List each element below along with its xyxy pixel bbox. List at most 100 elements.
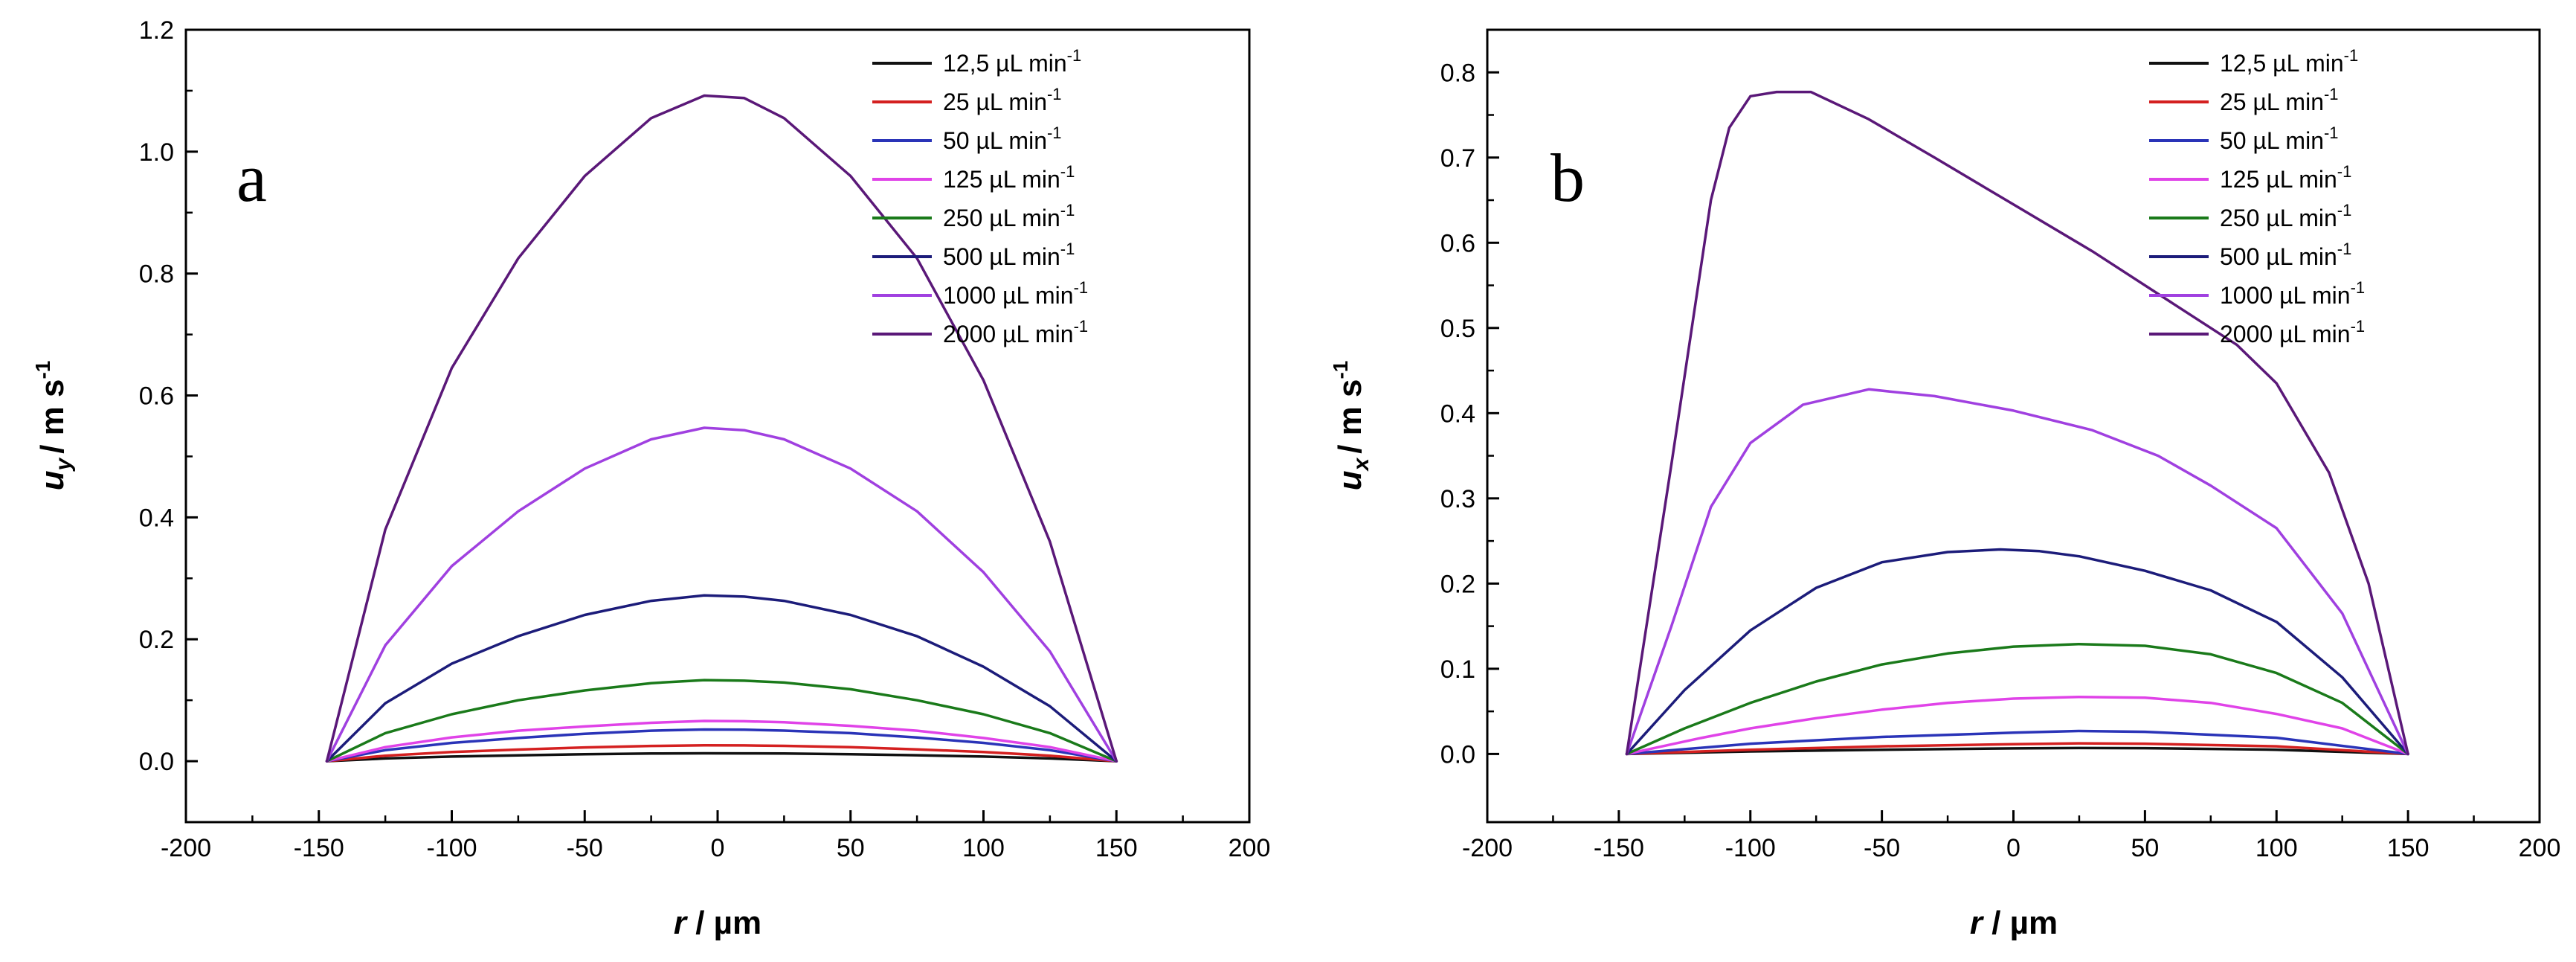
x-tick-label: 150 xyxy=(2387,834,2430,862)
series-line xyxy=(1625,742,2409,756)
x-tick-label: -150 xyxy=(1594,834,1644,862)
series-line xyxy=(325,728,1118,763)
y-tick-label: 0.2 xyxy=(139,626,174,654)
x-tick-label: 50 xyxy=(837,834,865,862)
legend-label: 125 µL min-1 xyxy=(2220,162,2351,193)
panel-a-plot-frame xyxy=(184,28,1251,824)
legend-label: 2000 µL min-1 xyxy=(943,317,1088,347)
legend-label: 500 µL min-1 xyxy=(943,240,1075,270)
x-tick-label: 200 xyxy=(2519,834,2561,862)
y-tick-label: 0.6 xyxy=(139,382,174,411)
legend-unit-sup: -1 xyxy=(1047,85,1062,103)
x-tick-label: 0 xyxy=(711,834,725,862)
panel-a-series xyxy=(325,94,1118,763)
series-line xyxy=(1625,642,2409,756)
series-line xyxy=(325,94,1118,763)
y-tick-label: 0.7 xyxy=(1440,144,1475,173)
x-tick-label: -150 xyxy=(294,834,344,862)
panel-a-axes: -200 -150 -100 -50 0 50 100 150 200 0.0 0.2 0.4 0.6… xyxy=(139,16,1271,862)
legend-label: 50 µL min-1 xyxy=(943,124,1062,154)
panel-a-x-ticks: -200 -150 -100 -50 0 50 100 150 200 xyxy=(161,810,1270,862)
legend-unit-sup: -1 xyxy=(2337,240,2352,258)
panel-b-axes: -200 -150 -100 -50 0 50 100 150 200 0.0 0.1 0.2 0.3… xyxy=(1440,28,2560,862)
y-tick-label: 0.4 xyxy=(139,504,174,532)
x-tick-label: 200 xyxy=(1229,834,1271,862)
legend-label: 25 µL min-1 xyxy=(2220,85,2339,115)
panel-b-y-var: u xyxy=(1332,470,1368,490)
y-tick-label: 0.0 xyxy=(139,748,174,776)
panel-b-y-axis-title: ux / m s-1 xyxy=(1329,361,1374,491)
series-line xyxy=(325,594,1118,763)
legend-unit-sup: -1 xyxy=(1060,162,1075,181)
x-tick-label: -100 xyxy=(426,834,477,862)
legend-unit-sup: -1 xyxy=(2344,46,2359,65)
legend-label: 12,5 µL min-1 xyxy=(943,46,1081,77)
legend-unit-sup: -1 xyxy=(2337,201,2352,219)
legend-label: 1000 µL min-1 xyxy=(2220,278,2365,309)
y-tick-label: 0.4 xyxy=(1440,400,1475,428)
legend-unit-sup: -1 xyxy=(2324,124,2339,142)
legend-unit-sup: -1 xyxy=(1047,124,1062,142)
legend-label: 250 µL min-1 xyxy=(943,201,1075,231)
legend-unit-sup: -1 xyxy=(2324,85,2339,103)
panel-a: -200 -150 -100 -50 0 50 100 150 200 0.0 0.2 0.4 0.6… xyxy=(31,16,1270,941)
legend-label: 12,5 µL min-1 xyxy=(2220,46,2358,77)
y-tick-label: 0.1 xyxy=(1440,655,1475,684)
panel-b-y-sup: -1 xyxy=(1329,361,1352,379)
legend-unit-sup: -1 xyxy=(1074,317,1089,336)
legend-unit-sup: -1 xyxy=(1074,278,1089,297)
panel-a-y-unit: / m s xyxy=(34,379,71,454)
legend-unit-sup: -1 xyxy=(2351,278,2366,297)
y-tick-label: 1.0 xyxy=(139,138,174,167)
y-tick-label: 0.8 xyxy=(139,260,174,289)
legend-label: 1000 µL min-1 xyxy=(943,278,1088,309)
series-line xyxy=(1625,548,2409,756)
panel-a-x-axis-title: r / µm xyxy=(674,905,761,941)
panel-b-y-unit: / m s xyxy=(1332,379,1368,454)
panel-b-series xyxy=(1625,90,2409,756)
panel-a-y-ticks: 0.0 0.2 0.4 0.6 0.8 1.0 1.2 xyxy=(139,16,198,776)
panel-a-y-sub: y xyxy=(51,457,76,472)
x-tick-label: 100 xyxy=(2255,834,2298,862)
x-tick-label: -50 xyxy=(1864,834,1900,862)
series-line xyxy=(325,744,1118,763)
legend-label: 125 µL min-1 xyxy=(943,162,1075,193)
x-tick-label: 150 xyxy=(1095,834,1138,862)
panel-a-y-sup: -1 xyxy=(31,361,54,379)
series-line xyxy=(1625,90,2409,756)
y-tick-label: 0.2 xyxy=(1440,570,1475,598)
legend-label: 2000 µL min-1 xyxy=(2220,317,2365,347)
panel-b-legend: 12,5 µL min-1 25 µL min-1 50 µL min-1 125 µ… xyxy=(2149,46,2365,347)
legend-label: 25 µL min-1 xyxy=(943,85,1062,115)
series-line xyxy=(325,719,1118,763)
panel-b-x-ticks: -200 -150 -100 -50 0 50 100 150 200 xyxy=(1462,810,2560,862)
panel-a-y-axis-title: uy / m s-1 xyxy=(31,361,76,491)
y-tick-label: 0.8 xyxy=(1440,59,1475,87)
legend-unit-sup: -1 xyxy=(1067,46,1082,65)
x-tick-label: 50 xyxy=(2131,834,2159,862)
series-line xyxy=(325,751,1118,763)
y-tick-label: 0.6 xyxy=(1440,229,1475,257)
x-tick-label: -200 xyxy=(1462,834,1513,862)
x-tick-label: -100 xyxy=(1725,834,1776,862)
y-tick-label: 0.0 xyxy=(1440,740,1475,769)
y-tick-label: 1.2 xyxy=(139,16,174,45)
x-tick-label: -200 xyxy=(161,834,211,862)
legend-label: 250 µL min-1 xyxy=(2220,201,2351,231)
x-tick-label: 0 xyxy=(2006,834,2020,862)
x-tick-label: 100 xyxy=(962,834,1005,862)
panel-b-letter: b xyxy=(1551,140,1585,216)
legend-label: 500 µL min-1 xyxy=(2220,240,2351,270)
series-line xyxy=(1625,729,2409,756)
legend-unit-sup: -1 xyxy=(2351,317,2366,336)
panel-a-y-var: u xyxy=(34,470,71,490)
y-tick-label: 0.5 xyxy=(1440,315,1475,343)
y-tick-label: 0.3 xyxy=(1440,485,1475,513)
series-line xyxy=(325,426,1118,763)
legend-unit-sup: -1 xyxy=(1060,240,1075,258)
x-tick-label: -50 xyxy=(567,834,603,862)
panel-a-letter: a xyxy=(236,140,267,216)
series-line xyxy=(1625,388,2409,756)
legend-unit-sup: -1 xyxy=(1060,201,1075,219)
